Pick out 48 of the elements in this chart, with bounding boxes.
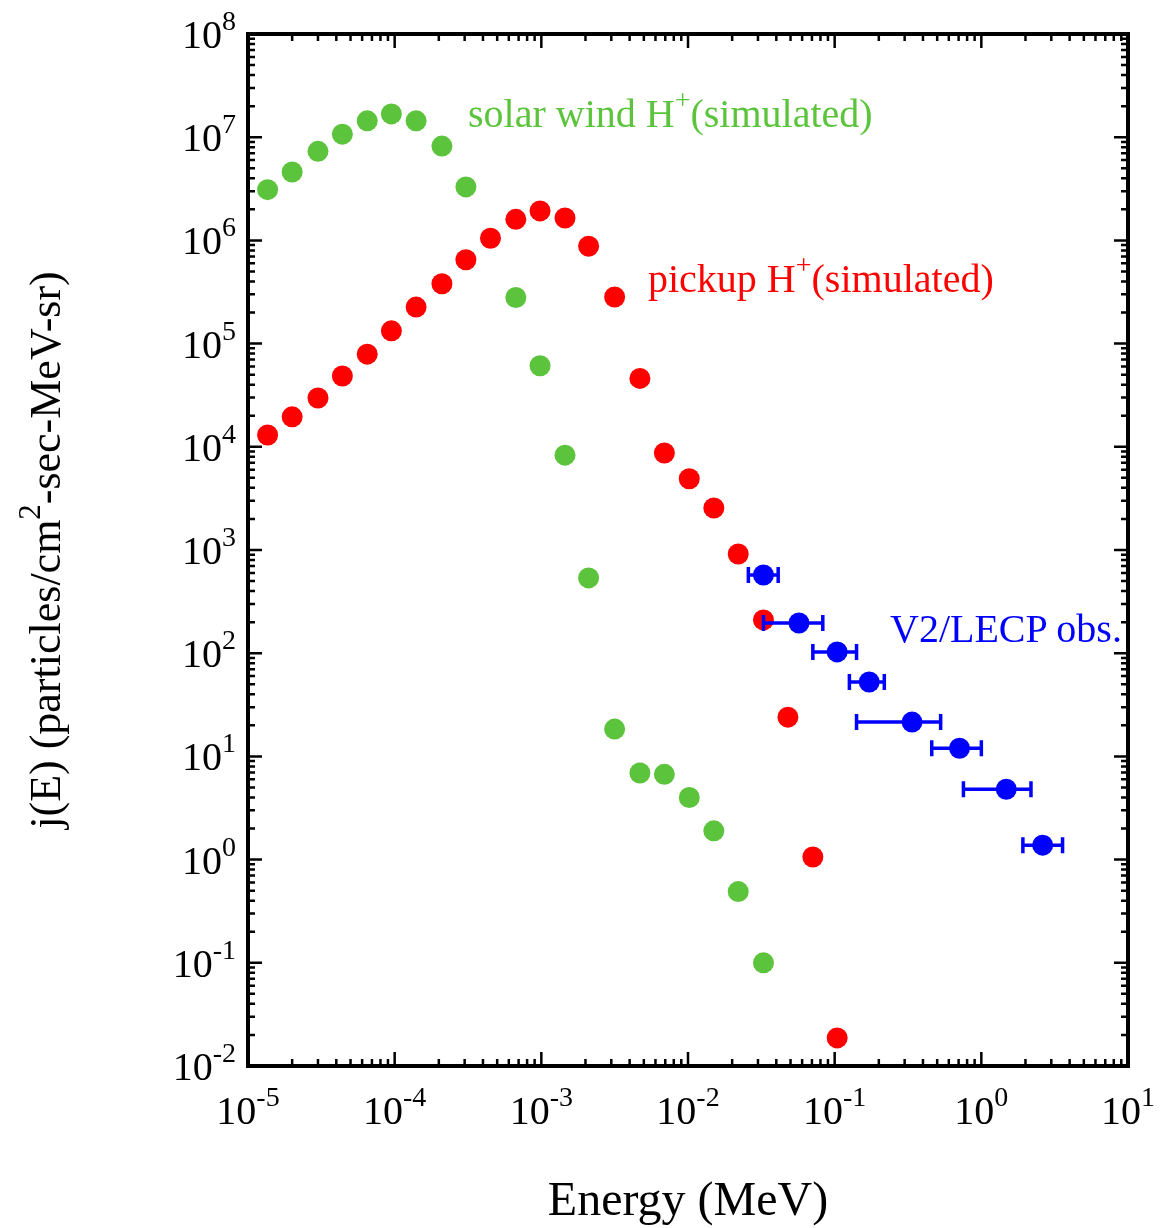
point xyxy=(281,406,303,428)
point xyxy=(678,786,700,808)
point xyxy=(281,161,303,183)
point xyxy=(405,296,427,318)
point xyxy=(356,343,378,365)
point xyxy=(802,846,824,868)
point xyxy=(727,543,749,565)
point xyxy=(431,273,453,295)
point xyxy=(307,140,329,162)
point xyxy=(307,387,329,409)
point xyxy=(578,235,600,257)
point xyxy=(529,355,551,377)
point xyxy=(826,1027,848,1049)
point xyxy=(529,200,551,222)
point xyxy=(380,103,402,125)
point xyxy=(727,881,749,903)
point xyxy=(257,424,279,446)
point xyxy=(331,123,353,145)
point xyxy=(505,286,527,308)
point xyxy=(703,820,725,842)
point xyxy=(554,207,576,229)
point xyxy=(653,442,675,464)
point xyxy=(604,286,626,308)
x-axis-title: Energy (MeV) xyxy=(547,1172,829,1226)
point xyxy=(331,365,353,387)
y-axis-title: j(E) (particles/cm2-sec-MeV-sr) xyxy=(13,271,70,831)
point xyxy=(578,567,600,589)
point xyxy=(703,497,725,519)
point xyxy=(257,179,279,201)
point xyxy=(554,444,576,466)
point xyxy=(678,468,700,490)
point xyxy=(356,110,378,132)
point xyxy=(431,135,453,157)
series-label: solar wind H+(simulated) xyxy=(468,84,873,136)
series-label: V2/LECP obs. xyxy=(890,606,1122,651)
point xyxy=(405,110,427,132)
point xyxy=(604,718,626,740)
point xyxy=(455,176,477,198)
point xyxy=(752,952,774,974)
point xyxy=(653,763,675,785)
point xyxy=(629,762,651,784)
point xyxy=(629,367,651,389)
point xyxy=(479,227,501,249)
point xyxy=(380,320,402,342)
point xyxy=(777,706,799,728)
point xyxy=(455,249,477,271)
series-label: pickup H+(simulated) xyxy=(648,249,994,301)
point xyxy=(505,208,527,230)
